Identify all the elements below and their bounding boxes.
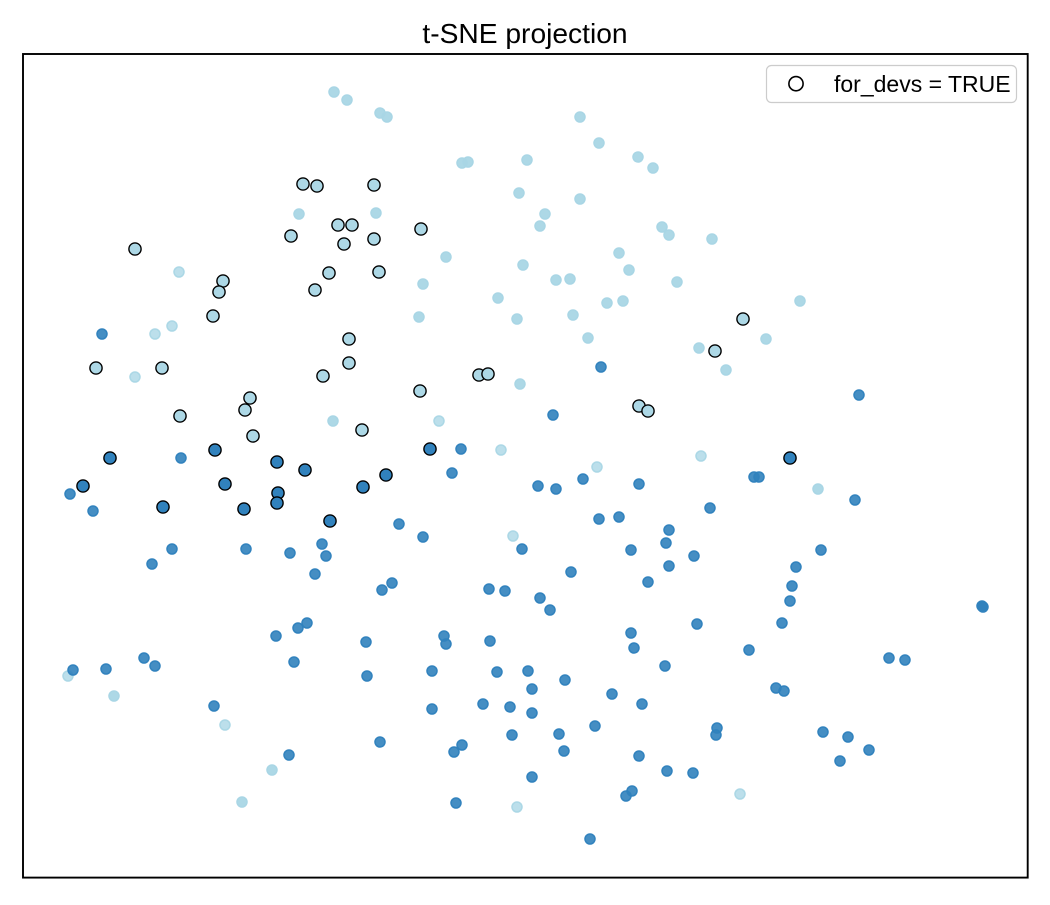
svg-text:t-SNE projection: t-SNE projection xyxy=(422,17,627,49)
svg-text:for_devs = TRUE: for_devs = TRUE xyxy=(834,71,1011,97)
